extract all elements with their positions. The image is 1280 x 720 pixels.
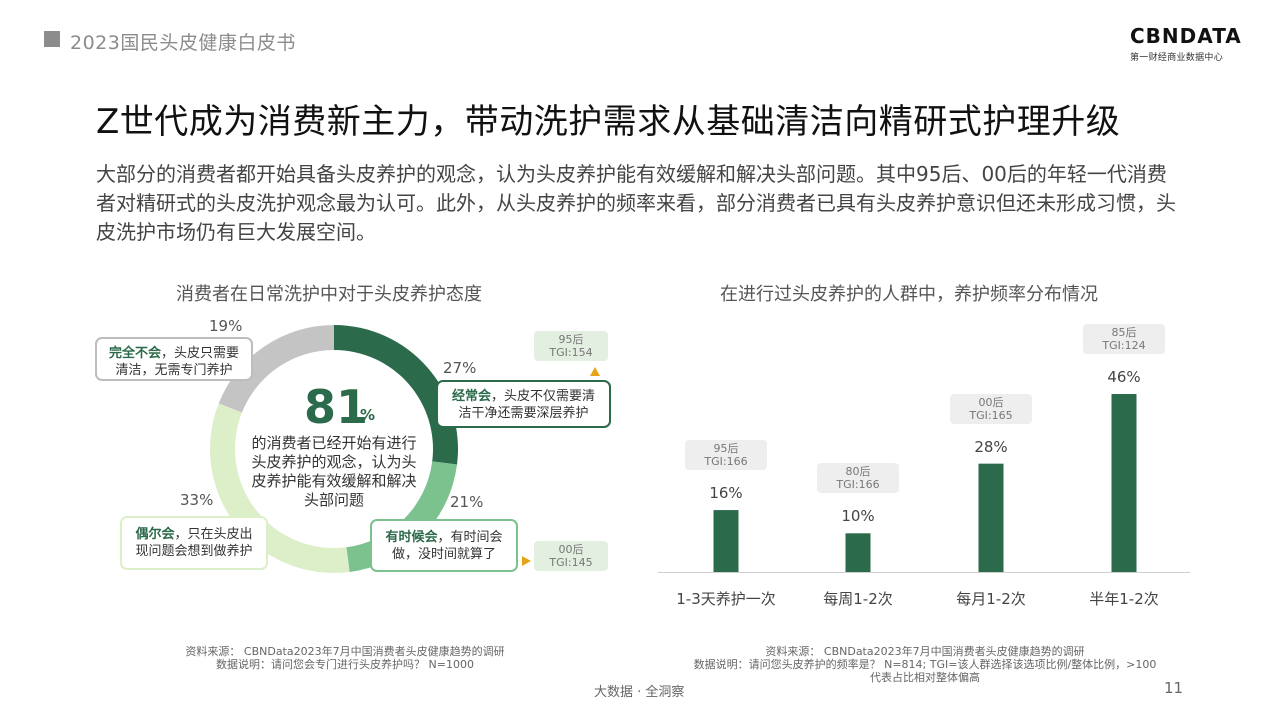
bar-1 <box>845 533 871 572</box>
donut-slice-3 <box>218 325 334 413</box>
tgi-bar-gen-0: 95后 <box>713 442 739 456</box>
tgi-box-bar-2: 00后 TGI:165 <box>950 393 1032 424</box>
callout-never: 完全不会，头皮只需要清洁，无需专门养护 <box>95 337 253 381</box>
summary-paragraph: 大部分的消费者都开始具备头皮养护的观念，认为头皮养护能有效缓解和解决头部问题。其… <box>96 162 1176 244</box>
donut-source-line1: 资料来源： CBNData2023年7月中国消费者头皮健康趋势的调研 <box>185 645 505 658</box>
bar-value-label-1: 10% <box>841 507 875 526</box>
bar-value-label-3: 46% <box>1107 368 1141 386</box>
callout-occasionally-keyword: 偶尔会 <box>135 527 175 542</box>
bar-value-label-0: 16% <box>709 484 743 503</box>
bar-value-label-2: 28% <box>974 437 1008 456</box>
callout-often-keyword: 经常会 <box>451 389 491 404</box>
bar-source-line2: 数据说明：请问您头皮养护的频率是？ N=814; TGI=该人群选择该选项比例/… <box>693 658 1157 671</box>
tgi-bar-gen-2: 00后 <box>978 395 1004 409</box>
bar-source: 资料来源： CBNData2023年7月中国消费者头皮健康趋势的调研 数据说明：… <box>665 645 1185 684</box>
tgi-box-bar-1: 80后 TGI:166 <box>817 463 899 494</box>
tgi-up-arrow-icon <box>590 367 600 376</box>
pct-label-sometimes: 21% <box>450 493 484 511</box>
tgi-box-often: 95后 TGI:154 <box>534 331 608 361</box>
donut-slice-0 <box>334 325 458 465</box>
donut-center-text: 的消费者已经开始有进行头皮养护的观念，认为头皮养护能有效缓解和解决头部问题 <box>251 434 417 509</box>
callout-occasionally-text: ，只在头皮出现问题会想到做养护 <box>135 527 253 559</box>
tgi-box-bar-3: 85后 TGI:124 <box>1083 324 1165 354</box>
logo-subtitle: 第一财经商业数据中心 <box>1130 53 1224 63</box>
callout-often-text: ，头皮不仅需要清洁干净还需要深层养护 <box>458 389 596 421</box>
callout-occasionally: 偶尔会，只在头皮出现问题会想到做养护 <box>120 516 268 570</box>
page-headline: Z世代成为消费新主力，带动洗护需求从基础清洁向精研式护理升级 <box>96 102 1121 142</box>
callout-never-keyword: 完全不会 <box>108 346 161 361</box>
donut-source-line2: 数据说明：请问您会专门进行头皮养护吗？ N=1000 <box>216 658 474 671</box>
callout-never-text: ，头皮只需要清洁，无需专门养护 <box>115 346 240 378</box>
pct-label-often: 27% <box>443 359 477 377</box>
callout-sometimes: 有时候会，有时间会做，没时间就算了 <box>370 519 518 572</box>
donut-center-unit: % <box>360 406 376 424</box>
bar-source-line1: 资料来源： CBNData2023年7月中国消费者头皮健康趋势的调研 <box>765 645 1085 658</box>
bar-source-line3: 代表占比相对整体偏高 <box>870 671 980 684</box>
pct-label-occasionally: 33% <box>180 491 214 509</box>
callout-often: 经常会，头皮不仅需要清洁干净还需要深层养护 <box>436 380 611 428</box>
bar-0 <box>713 510 739 572</box>
bar-category-label-1: 每周1-2次 <box>823 590 893 608</box>
header-marker <box>44 31 60 47</box>
tgi-bar-gen-1: 80后 <box>845 465 871 479</box>
tgi-bar-value-0: TGI:166 <box>704 455 748 469</box>
callout-sometimes-keyword: 有时候会 <box>385 530 438 545</box>
tgi-bar-gen-3: 85后 <box>1111 326 1137 339</box>
page-number: 11 <box>1164 679 1184 697</box>
tgi-sometimes-gen: 00后 <box>558 543 584 556</box>
pct-label-never: 19% <box>209 317 243 335</box>
tgi-bar-value-2: TGI:165 <box>969 408 1013 422</box>
tgi-box-bar-0: 95后 TGI:166 <box>685 440 767 471</box>
tgi-bar-value-3: TGI:124 <box>1102 339 1146 352</box>
callout-sometimes-text: ，有时间会做，没时间就算了 <box>391 530 503 562</box>
tgi-right-arrow-icon <box>522 556 531 566</box>
bar-category-label-0: 1-3天养护一次 <box>676 590 776 608</box>
bar-category-label-2: 每月1-2次 <box>956 590 1026 608</box>
donut-center-number: 81 <box>304 380 369 434</box>
logo-wordmark: CBNDATA <box>1130 24 1242 48</box>
footer-tagline: 大数据 · 全洞察 <box>594 685 685 700</box>
bar-2 <box>978 463 1004 572</box>
tgi-box-sometimes: 00后 TGI:145 <box>534 541 608 571</box>
bar-category-label-3: 半年1-2次 <box>1089 590 1159 608</box>
cbndata-logo: CBNDATA 第一财经商业数据中心 <box>1130 24 1242 64</box>
report-title: 2023国民头皮健康白皮书 <box>70 32 296 54</box>
tgi-bar-value-1: TGI:166 <box>836 478 880 492</box>
tgi-often-value: TGI:154 <box>549 346 593 359</box>
donut-source: 资料来源： CBNData2023年7月中国消费者头皮健康趋势的调研 数据说明：… <box>140 645 550 671</box>
bar-3 <box>1111 394 1137 572</box>
bar-chart-title: 在进行过头皮养护的人群中，养护频率分布情况 <box>720 284 1098 305</box>
tgi-sometimes-value: TGI:145 <box>549 556 593 569</box>
donut-chart-title: 消费者在日常洗护中对于头皮养护态度 <box>176 284 482 305</box>
tgi-often-gen: 95后 <box>558 333 584 346</box>
